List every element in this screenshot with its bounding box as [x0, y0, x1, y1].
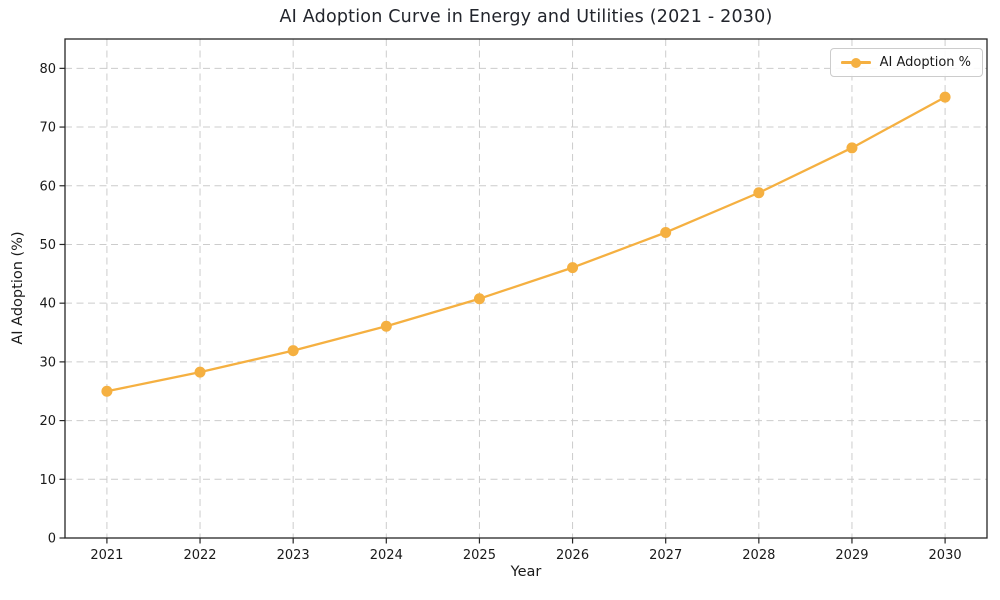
y-axis-label: AI Adoption (%)	[10, 231, 26, 345]
data-point-2026	[567, 262, 579, 274]
x-tick-label: 2029	[835, 548, 868, 563]
y-tick-label: 40	[39, 297, 56, 312]
y-tick-label: 50	[39, 238, 56, 253]
data-point-2029	[846, 142, 858, 154]
data-point-2021	[101, 385, 113, 397]
data-point-2030	[939, 91, 951, 103]
data-point-2023	[287, 345, 299, 357]
plot-border	[64, 38, 988, 539]
data-point-2025	[473, 293, 485, 305]
y-tick-label: 80	[39, 62, 56, 77]
legend-entry-label: AI Adoption %	[879, 55, 971, 70]
y-tick-label: 70	[39, 121, 56, 136]
legend-marker-dot	[850, 57, 861, 68]
y-tick-label: 10	[39, 473, 56, 488]
y-tick-label: 0	[48, 532, 56, 547]
chart-title: AI Adoption Curve in Energy and Utilitie…	[279, 7, 773, 27]
x-tick-label: 2024	[370, 548, 403, 563]
y-tick-label: 60	[39, 179, 56, 194]
y-tick-label: 20	[39, 414, 56, 429]
x-tick-label: 2027	[649, 548, 682, 563]
x-tick-label: 2022	[183, 548, 216, 563]
x-axis-label: Year	[510, 564, 542, 580]
legend-line-sample	[840, 57, 871, 68]
x-tick-label: 2026	[556, 548, 589, 563]
data-point-2022	[194, 366, 206, 378]
x-tick-label: 2030	[929, 548, 962, 563]
series-line	[105, 95, 947, 393]
x-tick-label: 2023	[277, 548, 310, 563]
legend: AI Adoption %	[829, 48, 983, 77]
data-point-2028	[753, 187, 765, 199]
x-tick-label: 2028	[742, 548, 775, 563]
y-tick-label: 30	[39, 355, 56, 370]
data-point-2024	[380, 320, 392, 332]
x-tick-label: 2021	[90, 548, 123, 563]
data-point-2027	[660, 226, 672, 238]
x-tick-label: 2025	[463, 548, 496, 563]
